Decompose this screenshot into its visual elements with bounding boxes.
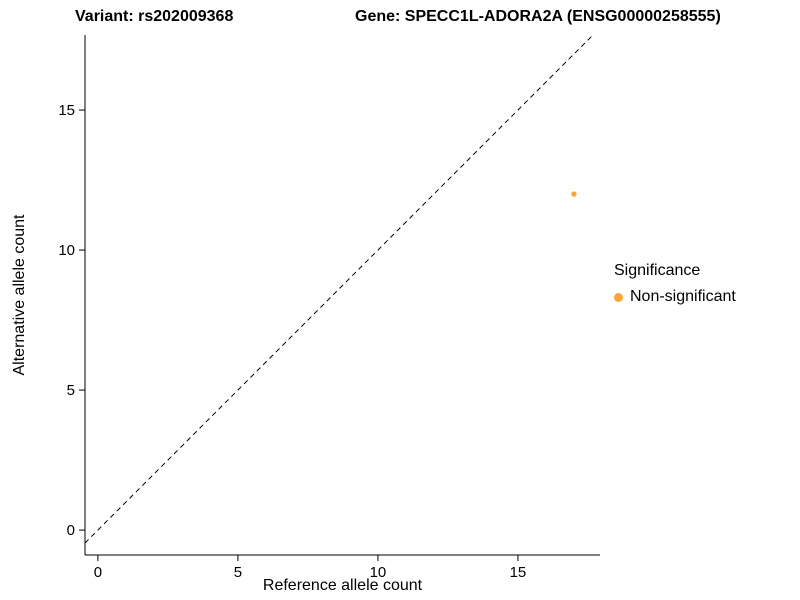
y-tick-label: 15 [58, 102, 75, 119]
x-tick-label: 10 [370, 564, 387, 581]
y-tick-label: 10 [58, 242, 75, 259]
plot-title-variant: Variant: rs202009368 [75, 8, 234, 25]
legend-entry: Non-significant [614, 288, 736, 306]
y-tick-label: 0 [67, 522, 75, 539]
x-tick-label: 5 [234, 564, 242, 581]
x-tick-label: 0 [94, 564, 102, 581]
legend-title: Significance [614, 262, 701, 279]
identity-reference-line [84, 34, 594, 544]
plot-title-gene: Gene: SPECC1L-ADORA2A (ENSG00000258555) [355, 8, 721, 25]
y-axis-label: Alternative allele count [11, 214, 28, 376]
x-tick-label: 15 [510, 564, 527, 581]
x-axis-label: Reference allele count [262, 577, 423, 594]
y-tick-label: 5 [67, 382, 75, 399]
legend-entry-label: Non-significant [630, 288, 736, 305]
legend: Significance Non-significant [614, 262, 736, 306]
legend-point-icon [614, 292, 623, 302]
data-point [571, 191, 577, 197]
